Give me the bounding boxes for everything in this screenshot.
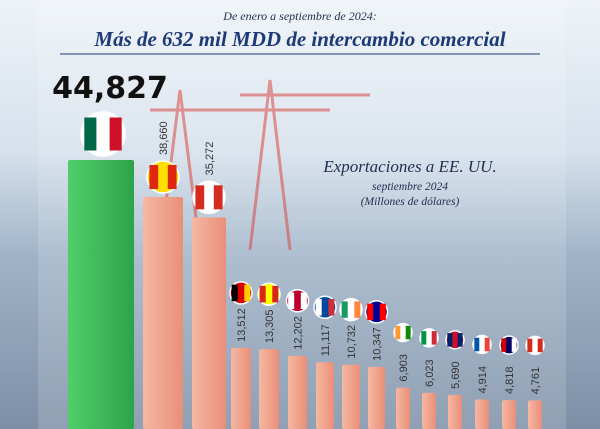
- flag: [379, 303, 386, 321]
- flag: [354, 301, 361, 318]
- value-label: 13,512: [236, 308, 248, 342]
- flag: [341, 301, 348, 318]
- flag: [447, 333, 453, 347]
- bar: [143, 197, 183, 429]
- bar: [396, 387, 410, 429]
- flag: [474, 337, 480, 352]
- flag: [167, 165, 177, 190]
- value-label: 4,818: [504, 367, 516, 395]
- flag: [109, 117, 122, 151]
- flag: [149, 165, 159, 190]
- value-label: 12,202: [293, 316, 305, 350]
- value-label: 11,117: [320, 324, 332, 356]
- flag: [244, 284, 251, 302]
- annotation: septiembre 2024: [372, 181, 448, 193]
- bar: [422, 392, 436, 429]
- chart-title: Más de 632 mil MDD de intercambio comerc…: [93, 27, 505, 51]
- flag: [484, 337, 490, 352]
- bar: [316, 362, 334, 429]
- value-label: 6,023: [424, 359, 436, 387]
- bar: [448, 394, 462, 429]
- flag: [431, 331, 437, 345]
- flag: [527, 338, 533, 353]
- bar: [68, 160, 134, 429]
- cranes: [150, 79, 370, 251]
- flag: [300, 292, 307, 310]
- value-label: 6,903: [398, 354, 410, 382]
- flag: [272, 285, 279, 303]
- value-label: 5,690: [450, 361, 462, 389]
- value-label: 13,305: [264, 310, 276, 344]
- bar: [528, 400, 542, 429]
- bar: [502, 400, 516, 429]
- flag: [231, 284, 238, 302]
- flag: [511, 338, 517, 352]
- flag: [421, 331, 427, 345]
- flag: [213, 185, 223, 210]
- flag: [405, 325, 411, 340]
- flag: [259, 285, 266, 303]
- annotation: Exportaciones a EE. UU.: [322, 157, 496, 176]
- flag: [501, 338, 507, 352]
- flag: [195, 185, 205, 210]
- flag: [288, 292, 295, 310]
- bar: [288, 355, 307, 429]
- flag: [84, 117, 97, 151]
- value-label: 10,347: [372, 327, 384, 361]
- bar: [475, 399, 489, 429]
- flag: [457, 333, 463, 347]
- bar: [231, 347, 251, 429]
- value-label: 4,761: [530, 367, 542, 395]
- bar: [342, 364, 360, 429]
- value-label: 10,732: [346, 325, 358, 359]
- annotation: (Millones de dólares): [361, 196, 460, 208]
- flag: [537, 338, 543, 353]
- flag: [395, 325, 401, 340]
- flag: [315, 299, 322, 316]
- bar: [368, 366, 385, 429]
- bar: [192, 217, 226, 429]
- value-label: 35,272: [204, 142, 216, 176]
- value-label: 4,914: [477, 366, 489, 394]
- value-label: 44,827: [52, 71, 168, 106]
- bar: [259, 349, 279, 429]
- flag: [328, 299, 335, 316]
- subtitle: De enero a septiembre de 2024:: [222, 9, 376, 23]
- flag: [367, 303, 374, 321]
- value-label: 38,660: [158, 121, 170, 155]
